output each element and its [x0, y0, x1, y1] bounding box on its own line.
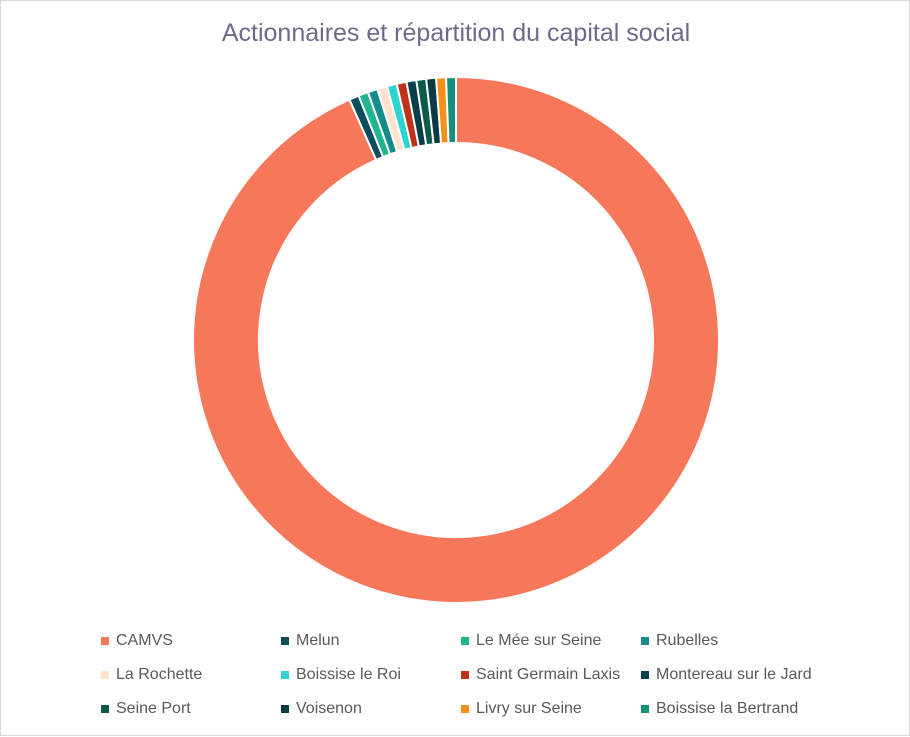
legend-item: Livry sur Seine: [461, 699, 641, 719]
legend-swatch: [281, 637, 289, 645]
legend-swatch: [641, 637, 649, 645]
legend-label: Boissise la Bertrand: [656, 700, 799, 717]
legend-item: Seine Port: [101, 699, 281, 719]
legend-item: CAMVS: [101, 631, 281, 651]
legend-swatch: [641, 671, 649, 679]
legend-swatch: [101, 705, 109, 713]
legend-item: Saint Germain Laxis: [461, 665, 641, 685]
legend-label: Montereau sur le Jard: [656, 666, 812, 683]
legend-label: La Rochette: [116, 666, 203, 683]
legend-label: Saint Germain Laxis: [476, 666, 621, 683]
legend-item: Boissise le Roi: [281, 665, 461, 685]
legend-item: La Rochette: [101, 665, 281, 685]
slice-camvs: [192, 75, 720, 604]
legend-swatch: [101, 637, 109, 645]
legend: CAMVS Melun Le Mée sur Seine Rubelles La Roc…: [101, 631, 881, 719]
chart-title: Actionnaires et répartition du capital s…: [221, 19, 691, 47]
legend-swatch: [461, 637, 469, 645]
legend-item: Le Mée sur Seine: [461, 631, 641, 651]
legend-label: Livry sur Seine: [476, 700, 582, 717]
legend-swatch: [281, 671, 289, 679]
legend-label: Rubelles: [656, 632, 719, 649]
legend-swatch: [461, 671, 469, 679]
legend-label: Seine Port: [116, 700, 191, 717]
legend-swatch: [101, 671, 109, 679]
legend-item: Montereau sur le Jard: [641, 665, 841, 685]
legend-swatch: [641, 705, 649, 713]
legend-label: Le Mée sur Seine: [476, 632, 602, 649]
legend-label: CAMVS: [116, 632, 173, 649]
legend-item: Voisenon: [281, 699, 461, 719]
legend-item: Rubelles: [641, 631, 841, 651]
legend-item: Melun: [281, 631, 461, 651]
legend-swatch: [461, 705, 469, 713]
legend-label: Melun: [296, 632, 340, 649]
legend-label: Boissise le Roi: [296, 666, 401, 683]
legend-swatch: [281, 705, 289, 713]
legend-label: Voisenon: [296, 700, 362, 717]
legend-item: Boissise la Bertrand: [641, 699, 841, 719]
slice-boissise-la-bertrand: [444, 75, 457, 145]
